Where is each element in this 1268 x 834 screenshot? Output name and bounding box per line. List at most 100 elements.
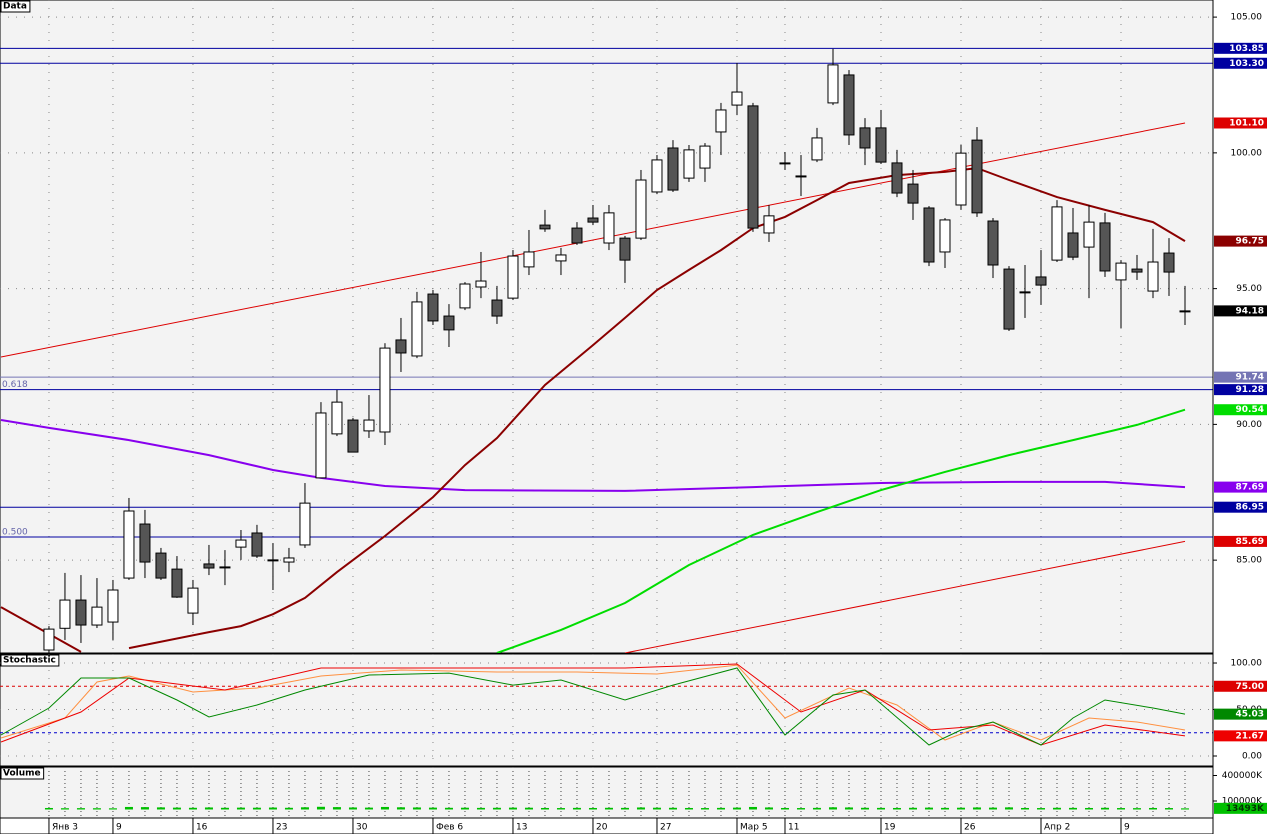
value-tag <box>1214 404 1267 416</box>
value-tag-label: 96.75 <box>1236 237 1264 247</box>
value-tag-label: 91.28 <box>1236 385 1264 395</box>
candle-body <box>523 251 535 268</box>
volume-bar <box>860 807 869 810</box>
candle-body <box>331 401 343 435</box>
volume-bar <box>204 807 213 810</box>
candle-body <box>923 207 935 263</box>
x-tick-label: 27 <box>660 823 671 833</box>
volume-bar <box>748 806 757 810</box>
candle-body <box>539 224 551 230</box>
y-tick-label: 105.00 <box>1231 13 1263 23</box>
candle-body <box>75 599 87 626</box>
volume-bar <box>492 807 501 810</box>
candle-body <box>123 510 135 579</box>
volume-bar <box>1068 807 1077 810</box>
candle-body <box>267 559 279 562</box>
value-tag-label: 87.69 <box>1236 483 1264 493</box>
candle-body <box>219 566 231 569</box>
value-tag-label: 101.10 <box>1229 118 1264 128</box>
volume-bar <box>844 807 853 810</box>
candle-body <box>635 179 647 239</box>
volume-bar <box>556 808 565 810</box>
value-tag-label: 13493K <box>1226 804 1265 814</box>
volume-bar <box>1036 808 1045 810</box>
value-tag <box>1214 57 1267 69</box>
pane-plot <box>44 767 1189 818</box>
candle-body <box>1019 291 1031 294</box>
volume-bar <box>460 807 469 810</box>
volume-bar <box>332 807 341 810</box>
x-tick-label: Янв 3 <box>52 823 78 833</box>
volume-bar <box>284 807 293 810</box>
candle-body <box>1131 268 1143 273</box>
candle-body <box>251 532 263 557</box>
pane-plot <box>0 654 1213 766</box>
value-tag-label: 90.54 <box>1236 405 1264 415</box>
candle-body <box>347 419 359 453</box>
candle-body <box>155 552 167 579</box>
value-tag <box>1214 42 1267 54</box>
candle-body <box>1003 268 1015 330</box>
volume-bar <box>268 807 277 810</box>
candle-body <box>1147 261 1159 292</box>
volume-bar <box>476 807 485 810</box>
candle-body <box>507 255 519 299</box>
candle-body <box>603 212 615 244</box>
volume-bar <box>220 807 229 810</box>
candle-body <box>747 105 759 229</box>
pane-background <box>0 766 1214 819</box>
volume-bar <box>572 807 581 810</box>
volume-bar <box>700 808 709 810</box>
x-tick-label: 26 <box>964 823 976 833</box>
value-tag-label: 91.74 <box>1236 373 1264 383</box>
pane-background <box>0 0 1214 654</box>
y-tick-label: 90.00 <box>1236 420 1262 430</box>
candle-body <box>475 280 487 288</box>
level-label: 0.500 <box>2 528 28 538</box>
candle-body <box>667 147 679 191</box>
volume-bar <box>1180 808 1189 810</box>
value-tag-label: 86.95 <box>1236 503 1264 513</box>
x-tick-label: 23 <box>276 823 287 833</box>
value-tag <box>1214 235 1267 247</box>
candle-body <box>91 606 103 626</box>
value-tag-label: 103.30 <box>1229 59 1264 69</box>
volume-bar <box>300 807 309 810</box>
volume-bar <box>732 807 741 810</box>
candle-body <box>1163 252 1175 273</box>
volume-bar <box>1116 808 1125 810</box>
candle-body <box>139 523 151 563</box>
value-tag-label: 103.85 <box>1229 44 1264 54</box>
candle-body <box>459 283 471 309</box>
y-tick-label: 100.00 <box>1231 148 1263 158</box>
candle-body <box>779 162 791 165</box>
candle-body <box>955 152 967 206</box>
volume-bar <box>1020 807 1029 810</box>
volume-bar <box>972 807 981 810</box>
pane-title-box <box>0 654 60 667</box>
candle-body <box>203 563 215 569</box>
pane-title: Stochastic <box>3 656 56 666</box>
pane-title: Data <box>3 2 27 12</box>
candle-body <box>1035 276 1047 286</box>
candle-body <box>843 74 855 136</box>
volume-bar <box>412 807 421 810</box>
candle-body <box>491 299 503 317</box>
volume-bar <box>108 808 117 810</box>
volume-bar <box>508 807 517 810</box>
volume-bar <box>1084 807 1093 810</box>
candle-body <box>555 254 567 262</box>
value-tag-label: 85.69 <box>1236 537 1264 547</box>
candle-body <box>315 412 327 479</box>
value-tag <box>1214 680 1267 692</box>
volume-bar <box>828 807 837 810</box>
candle-body <box>907 183 919 204</box>
candle-body <box>427 293 439 322</box>
value-tag <box>1214 535 1267 547</box>
value-tag <box>1214 481 1267 493</box>
y-tick-label: 100.00 <box>1231 659 1263 669</box>
volume-bar <box>1164 808 1173 810</box>
value-tag <box>1214 371 1267 383</box>
x-tick-label: 13 <box>516 823 527 833</box>
